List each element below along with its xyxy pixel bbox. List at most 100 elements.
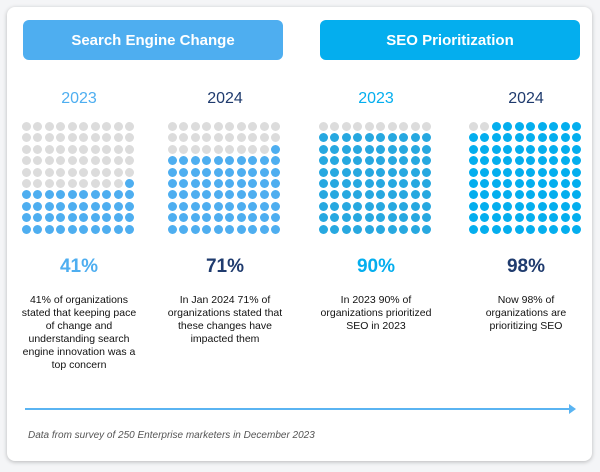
dot-empty	[90, 122, 100, 131]
dot-empty	[102, 144, 111, 154]
dot-filled	[422, 178, 431, 188]
dot-empty	[33, 144, 42, 154]
dot-empty	[67, 133, 77, 143]
dot-filled	[21, 213, 31, 223]
dot-filled	[330, 201, 339, 211]
dot-empty	[90, 178, 100, 188]
dot-filled	[353, 224, 362, 234]
dot-empty	[21, 156, 31, 166]
dot-empty	[213, 122, 223, 131]
dot-filled	[526, 224, 535, 234]
dot-filled	[514, 133, 524, 143]
dot-filled	[364, 213, 374, 223]
dot-filled	[248, 213, 257, 223]
stat-column: 2024 98% Now 98% of organizations are pr…	[461, 90, 591, 333]
dot-filled	[113, 213, 123, 223]
dot-empty	[271, 122, 280, 131]
dot-filled	[514, 156, 524, 166]
dot-filled	[537, 224, 547, 234]
dot-filled	[33, 224, 42, 234]
dot-filled	[549, 178, 558, 188]
dot-empty	[248, 144, 257, 154]
dot-empty	[67, 144, 77, 154]
dot-filled	[560, 190, 570, 200]
dot-filled	[537, 178, 547, 188]
dot-filled	[353, 167, 362, 177]
dot-filled	[480, 133, 489, 143]
dot-empty	[422, 122, 431, 131]
dot-filled	[410, 178, 420, 188]
dot-filled	[422, 167, 431, 177]
dot-filled	[376, 190, 385, 200]
dot-filled	[537, 201, 547, 211]
dot-filled	[503, 190, 512, 200]
dot-filled	[79, 201, 88, 211]
dot-filled	[422, 133, 431, 143]
dot-filled	[179, 167, 188, 177]
percentage: 98%	[506, 255, 546, 277]
dot-filled	[537, 190, 547, 200]
dot-filled	[213, 190, 223, 200]
dot-filled	[491, 144, 501, 154]
dot-empty	[102, 122, 111, 131]
dot-filled	[572, 224, 581, 234]
dot-filled	[236, 224, 246, 234]
dot-filled	[514, 167, 524, 177]
dot-filled	[56, 224, 65, 234]
dot-empty	[236, 133, 246, 143]
dot-empty	[248, 133, 257, 143]
dot-empty	[33, 156, 42, 166]
dot-filled	[179, 201, 188, 211]
dot-filled	[125, 201, 134, 211]
dot-filled	[102, 201, 111, 211]
dot-filled	[353, 190, 362, 200]
dot-empty	[67, 178, 77, 188]
dot-empty	[202, 133, 211, 143]
dot-empty	[341, 122, 351, 131]
dot-filled	[514, 122, 524, 131]
dot-filled	[572, 201, 581, 211]
dot-filled	[480, 167, 489, 177]
dot-filled	[353, 178, 362, 188]
dot-filled	[271, 144, 280, 154]
dot-filled	[341, 156, 351, 166]
dot-empty	[21, 167, 31, 177]
dot-filled	[572, 133, 581, 143]
dot-empty	[190, 122, 200, 131]
dot-filled	[410, 167, 420, 177]
dot-filled	[560, 167, 570, 177]
dot-filled	[125, 190, 134, 200]
dot-filled	[67, 201, 77, 211]
dot-filled	[399, 178, 408, 188]
dot-filled	[560, 213, 570, 223]
dot-filled	[179, 178, 188, 188]
dot-filled	[213, 201, 223, 211]
dot-filled	[236, 190, 246, 200]
dot-filled	[491, 122, 501, 131]
dot-filled	[202, 213, 211, 223]
dot-filled	[79, 190, 88, 200]
dot-filled	[190, 156, 200, 166]
dot-empty	[225, 144, 234, 154]
dot-empty	[44, 178, 54, 188]
dot-filled	[225, 190, 234, 200]
dot-filled	[572, 144, 581, 154]
dot-filled	[236, 167, 246, 177]
dot-filled	[125, 213, 134, 223]
dot-empty	[190, 133, 200, 143]
dot-filled	[526, 201, 535, 211]
dot-filled	[44, 213, 54, 223]
dot-filled	[56, 213, 65, 223]
dot-filled	[271, 201, 280, 211]
dot-empty	[213, 144, 223, 154]
dot-grid	[318, 122, 434, 236]
dot-empty	[179, 133, 188, 143]
dot-filled	[318, 201, 328, 211]
dot-filled	[376, 133, 385, 143]
dot-empty	[259, 122, 269, 131]
dot-empty	[113, 167, 123, 177]
dot-filled	[399, 133, 408, 143]
dot-filled	[491, 190, 501, 200]
dot-filled	[514, 144, 524, 154]
description: In 2023 90% of organizations prioritized…	[320, 293, 432, 332]
